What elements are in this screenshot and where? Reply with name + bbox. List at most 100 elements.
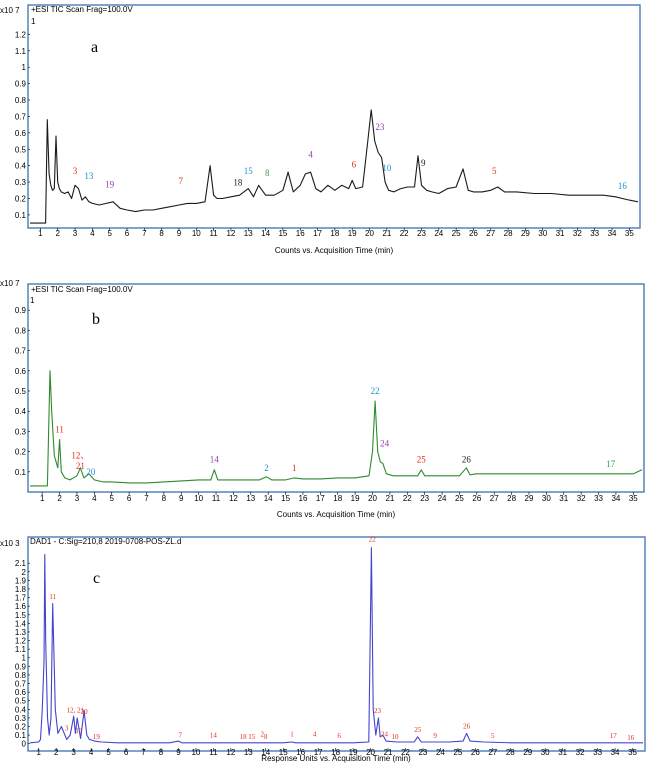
chart-a-header: +ESI TIC Scan Frag=100.0V — [31, 5, 133, 14]
chart-b-x-tick-label: 8 — [162, 494, 167, 503]
chart-c-peak-label: 15 — [248, 733, 256, 741]
chart-c-peak-label: 5 — [491, 732, 495, 740]
chart-a-x-tick-label: 24 — [434, 229, 443, 238]
chart-b-peak-label: 12、 — [71, 451, 89, 461]
chart-b-y-tick-label: 0.8 — [15, 326, 27, 335]
chart-a-x-tick-label: 31 — [556, 229, 565, 238]
chart-c-x-tick-label: 10 — [191, 748, 200, 757]
chart-a-x-tick-label: 3 — [73, 229, 78, 238]
chart-b-x-tick-label: 21 — [385, 494, 394, 503]
chart-a-x-tick-label: 17 — [313, 229, 322, 238]
chart-c-x-tick-label: 3 — [71, 748, 76, 757]
chart-c-y-tick-label: 0.3 — [15, 714, 27, 723]
chart-c-y-tick-label: 0.2 — [15, 723, 27, 732]
chart-b-y-tick-label: 0.6 — [15, 367, 27, 376]
chart-a-trace-line — [30, 109, 639, 224]
chart-b-x-tick-label: 17 — [316, 494, 325, 503]
chart-c-x-tick-label: 26 — [471, 748, 480, 757]
chart-c-peak-label: 24 — [381, 730, 389, 738]
chart-a-x-tick-label: 11 — [209, 229, 218, 238]
chart-a-x-tick-label: 32 — [573, 229, 582, 238]
chart-b-x-tick-label: 10 — [194, 494, 203, 503]
chart-a-peak-label: 3 — [73, 166, 78, 176]
chart-c-y-tick-label: 0.9 — [15, 662, 27, 671]
chart-c-peak-label: 4 — [313, 730, 317, 738]
chart-c-peak-label: 14 — [210, 731, 218, 739]
chart-b-x-tick-label: 20 — [368, 494, 377, 503]
chart-a-y-tick-label: 0.9 — [15, 80, 27, 89]
chart-c-svg: DAD1 - C:Sig=210,8 2019-0708-POS-ZL.d x1… — [0, 535, 646, 763]
chart-b-x-tick-label: 2 — [57, 494, 62, 503]
chart-c-x-tick-label: 19 — [349, 748, 358, 757]
chart-b-peak-label: 14 — [210, 455, 220, 465]
chart-c-frame — [27, 536, 646, 752]
chart-b-peak-label: 17 — [606, 459, 616, 469]
chart-c-x-tick-label: 11 — [209, 748, 218, 757]
chart-a-x-tick-label: 26 — [469, 229, 478, 238]
chart-b-x-tick-label: 27 — [490, 494, 499, 503]
chart-b-x-tick-label: 29 — [525, 494, 534, 503]
chart-c-x-tick-label: 33 — [593, 748, 602, 757]
chart-c-peak-label: 12, 21 — [67, 706, 85, 714]
chart-b-peak-label: 2 — [264, 463, 269, 473]
chart-c-peak-label: 16 — [627, 734, 635, 742]
chart-b-x-tick-label: 19 — [351, 494, 360, 503]
chart-c-y-tick-label: 1.1 — [15, 645, 27, 654]
chart-b-x-tick-label: 33 — [594, 494, 603, 503]
chart-c-x-tick-label: 24 — [436, 748, 445, 757]
chart-a-x-tick-label: 6 — [125, 229, 130, 238]
chart-a-x-tick-label: 22 — [400, 229, 409, 238]
chart-a-panel-label: a — [91, 39, 98, 56]
chart-c-x-tick-label: 21 — [384, 748, 393, 757]
chart-c-y-tick-label: 1 — [22, 654, 27, 663]
chart-b-x-tick-label: 15 — [281, 494, 290, 503]
chart-b-y-tick-label: 0.3 — [15, 427, 27, 436]
chart-c-x-tick-label: 18 — [331, 748, 340, 757]
chart-b-peak-label: 22 — [371, 386, 380, 396]
chart-b-x-tick-label: 4 — [92, 494, 97, 503]
chart-b-y-tick-label: 0.2 — [15, 448, 27, 457]
chart-c-x-tick-label: 20 — [366, 748, 375, 757]
chart-c-y-tick-label: 1.7 — [15, 594, 27, 603]
chart-b-x-tick-label: 30 — [542, 494, 551, 503]
chart-c-x-tick-label: 27 — [488, 748, 497, 757]
chart-c-y-tick-label: 1.9 — [15, 576, 27, 585]
chart-c-y-tick-label: 0 — [22, 740, 27, 749]
chart-c-x-tick-label: 34 — [611, 748, 620, 757]
chart-c-y-tick-label: 0.4 — [15, 705, 27, 714]
chart-a-y-tick-label: 1 — [22, 63, 27, 72]
chart-a-y-top-label: 1 — [31, 17, 36, 26]
chart-b-x-tick-label: 25 — [455, 494, 464, 503]
chart-a-x-tick-label: 34 — [608, 229, 617, 238]
chart-b-x-tick-label: 13 — [246, 494, 255, 503]
chart-a-y-tick-label: 0.4 — [15, 162, 27, 171]
chart-a-marks: 1 2 3 4 5 6 7 8 9 10 11 12 13 14 15 16 17 18 19 20 21 22 23 24 2… — [15, 30, 639, 238]
chart-c-peak-label: 3 — [65, 724, 69, 732]
chart-b-peak-label: 21 — [76, 461, 85, 471]
chart-c-y-tick-label: 1.3 — [15, 628, 27, 637]
chart-c-y-tick-label: 1.6 — [15, 602, 27, 611]
chart-a-peak-label: 19 — [105, 179, 115, 189]
chart-b-x-tick-label: 23 — [420, 494, 429, 503]
chart-c-header: DAD1 - C:Sig=210,8 2019-0708-POS-ZL.d — [30, 537, 181, 546]
chart-b-trace-line — [30, 370, 643, 487]
chart-a-x-tick-label: 9 — [177, 229, 182, 238]
chart-c-trace-line — [29, 547, 643, 744]
chart-a-x-title: Counts vs. Acquisition Time (min) — [275, 246, 394, 255]
chart-c-x-tick-label: 4 — [89, 748, 94, 757]
chart-a-peak-label: 5 — [492, 166, 497, 176]
chart-c-peak-label: 23 — [374, 707, 382, 715]
chart-a-y-tick-label: 0.3 — [15, 178, 27, 187]
chart-b-x-tick-label: 32 — [577, 494, 586, 503]
chart-b-x-tick-label: 28 — [507, 494, 516, 503]
chart-b-x-tick-label: 18 — [333, 494, 342, 503]
chromatogram-panel-b: +ESI TIC Scan Frag=100.0V x10 7 1 b Coun… — [0, 262, 653, 524]
chart-c-marks: 1 2 3 4 5 6 7 8 9 10 11 12 13 14 15 16 17 18 19 20 21 22 23 24 2… — [15, 535, 643, 757]
chart-c-y-tick-label: 0.7 — [15, 680, 27, 689]
chart-a-x-tick-label: 14 — [261, 229, 270, 238]
chart-c-peak-label: 8 — [264, 733, 268, 741]
chart-a-peak-label: 15 — [244, 166, 254, 176]
chart-c-peak-label: 20 — [81, 708, 89, 716]
chart-a-y-tick-label: 0.8 — [15, 96, 27, 105]
chart-c-x-tick-label: 28 — [506, 748, 515, 757]
